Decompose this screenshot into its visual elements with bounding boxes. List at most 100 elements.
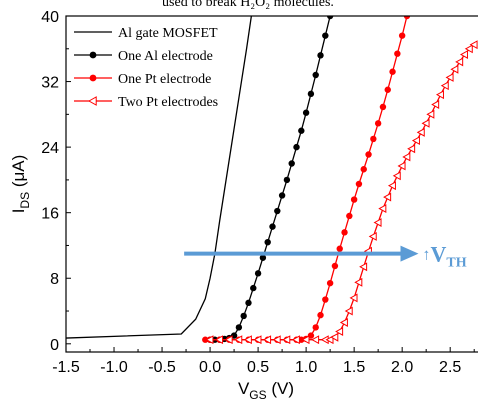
x-axis-label: VGS (V): [238, 379, 294, 401]
data-point: [330, 332, 339, 342]
series-4: [205, 40, 478, 345]
legend-label: One Al electrode: [118, 49, 213, 64]
data-point: [349, 293, 358, 303]
data-point: [322, 296, 329, 303]
data-point: [325, 335, 334, 345]
x-axis: -1.5 -1.0 -0.5 0.0 0.5 1.0 1.5 2.0 2.5: [52, 347, 475, 376]
data-point: [421, 118, 430, 128]
data-point: [384, 86, 391, 93]
data-point: [365, 151, 372, 158]
legend-label: Al gate MOSFET: [118, 26, 218, 41]
data-point: [368, 231, 377, 241]
legend-marker: [89, 74, 97, 82]
plot-frame: [65, 15, 478, 353]
data-point: [250, 284, 257, 292]
y-axis-label: IDS (μA): [9, 155, 32, 214]
x-tick-label: -1.5: [52, 359, 80, 376]
x-tick-label: 2.5: [439, 359, 461, 376]
x-tick-label: -1.0: [100, 359, 128, 376]
data-point: [341, 229, 348, 236]
data-point: [278, 192, 286, 199]
data-point: [235, 324, 243, 331]
legend-item: One Pt electrode: [74, 72, 211, 87]
data-point: [264, 238, 271, 246]
legend-marker: [89, 51, 97, 59]
data-point: [269, 223, 276, 230]
x-tick-label: 0.0: [199, 359, 221, 376]
data-point: [293, 143, 300, 151]
legend-label: Two Pt electrodes: [118, 95, 218, 110]
data-point: [205, 335, 214, 345]
data-point: [464, 44, 473, 54]
x-tick-label: -0.5: [148, 359, 176, 376]
data-point: [288, 160, 295, 167]
data-point: [398, 32, 406, 39]
data-point: [283, 176, 291, 184]
x-tick-label: 1.0: [295, 359, 317, 376]
data-point: [374, 120, 382, 127]
series-line: [205, 16, 408, 341]
data-point: [331, 262, 339, 270]
data-point: [302, 109, 310, 116]
y-tick-label: 0: [50, 337, 59, 354]
data-point: [389, 68, 396, 75]
data-point: [224, 335, 233, 345]
data-point: [335, 327, 344, 336]
y-tick-label: 40: [41, 9, 59, 26]
vth-arrow-head: [400, 245, 419, 262]
data-point: [322, 32, 329, 39]
data-point: [344, 306, 353, 316]
y-tick-label: 16: [41, 206, 59, 223]
data-point: [336, 245, 343, 252]
data-point: [243, 335, 252, 345]
data-point: [459, 50, 468, 59]
data-point: [440, 81, 449, 91]
data-point: [215, 335, 224, 345]
data-point: [469, 40, 478, 50]
data-point: [317, 311, 324, 319]
data-point: [312, 324, 319, 331]
data-point: [339, 318, 348, 327]
data-point: [435, 90, 444, 100]
data-point: [445, 73, 454, 82]
data-point: [397, 161, 406, 171]
legend: Al gate MOSFET One Al electrode One Pt ele…: [74, 26, 218, 110]
data-point: [355, 180, 363, 188]
data-point: [312, 71, 319, 79]
data-point: [383, 192, 392, 202]
x-tick-label: 1.5: [343, 359, 365, 376]
caption-fragment: used to break H₂O₂ molecules.: [162, 0, 334, 10]
data-point: [360, 166, 367, 173]
data-point: [263, 335, 272, 345]
vth-label: ↑VTH: [422, 242, 466, 271]
x-tick-label: 2.0: [391, 359, 413, 376]
data-point: [234, 335, 243, 345]
legend-item: Two Pt electrodes: [74, 95, 218, 110]
data-point: [326, 279, 334, 287]
legend-label: One Pt electrode: [118, 72, 211, 87]
data-point: [370, 135, 377, 143]
x-tick-label: 0.5: [247, 359, 269, 376]
y-axis: 0 8 16 24 32 40: [41, 9, 71, 354]
data-point: [307, 90, 315, 98]
data-point: [202, 336, 209, 343]
data-point: [298, 127, 305, 134]
data-point: [426, 109, 435, 119]
data-point: [346, 212, 353, 220]
data-point: [378, 204, 387, 214]
data-point: [282, 335, 291, 345]
data-point: [403, 16, 411, 20]
series-line: [210, 44, 475, 341]
data-point: [359, 262, 368, 272]
data-point: [274, 207, 281, 215]
data-point: [394, 50, 401, 57]
series-layer: [66, 16, 478, 345]
series-3: [202, 16, 411, 343]
vth-annotation: ↑VTH: [184, 242, 467, 271]
y-tick-label: 8: [50, 271, 59, 288]
data-point: [272, 335, 281, 345]
data-point: [253, 335, 262, 345]
data-point: [387, 181, 396, 191]
data-point: [373, 218, 382, 227]
